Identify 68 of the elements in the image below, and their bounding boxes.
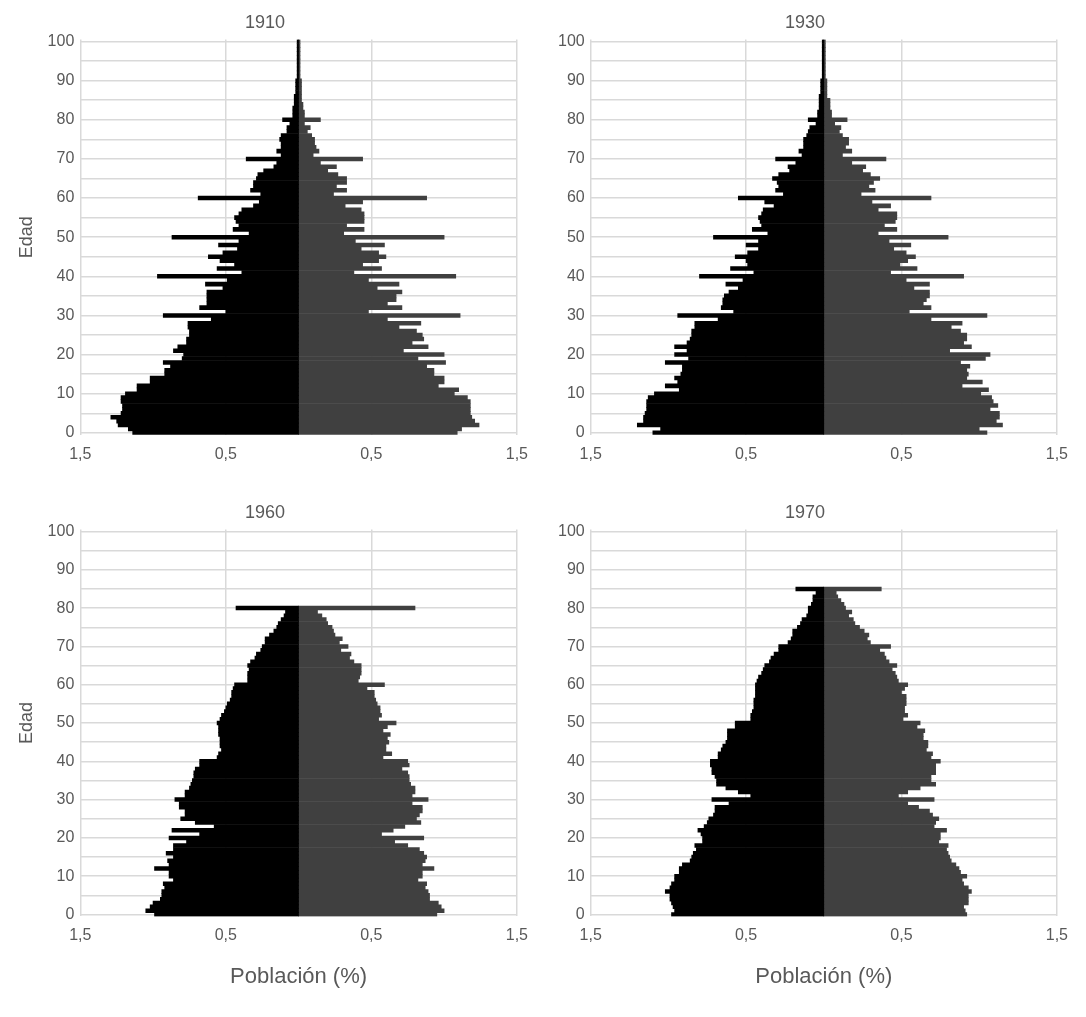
y-tick-label: 0 bbox=[575, 904, 585, 922]
y-tick-label: 70 bbox=[56, 149, 75, 167]
y-tick-label: 60 bbox=[56, 188, 75, 206]
y-tick-label: 50 bbox=[56, 227, 75, 245]
y-tick-label: 40 bbox=[566, 751, 585, 769]
x-tick-label: 1,5 bbox=[69, 444, 92, 462]
y-tick-label: 10 bbox=[56, 866, 75, 884]
x-tick-label: 1,5 bbox=[579, 444, 602, 462]
y-axis-title: Edad bbox=[15, 701, 36, 745]
x-tick-label: 0,5 bbox=[360, 926, 383, 944]
y-tick-label: 50 bbox=[566, 713, 585, 731]
y-tick-label: 80 bbox=[56, 110, 75, 128]
x-tick-label: 0,5 bbox=[890, 926, 913, 944]
x-tick-label: 1,5 bbox=[505, 926, 529, 944]
y-tick-label: 80 bbox=[566, 110, 585, 128]
y-tick-label: 20 bbox=[56, 344, 75, 362]
y-tick-label: 100 bbox=[47, 31, 75, 49]
y-tick-label: 40 bbox=[56, 266, 75, 284]
y-tick-label: 60 bbox=[566, 188, 585, 206]
chart-title: 1960 bbox=[244, 501, 286, 522]
y-tick-label: 60 bbox=[56, 675, 75, 693]
y-tick-label: 70 bbox=[566, 636, 585, 654]
y-tick-label: 30 bbox=[56, 790, 75, 807]
y-tick-label: 50 bbox=[566, 227, 585, 245]
x-tick-label: 0,5 bbox=[214, 444, 238, 462]
y-tick-label: 80 bbox=[56, 598, 75, 616]
y-tick-label: 70 bbox=[566, 149, 585, 167]
y-tick-label: 20 bbox=[566, 344, 585, 362]
chart-title: 1930 bbox=[784, 11, 826, 32]
x-tick-label: 0,5 bbox=[214, 926, 238, 944]
x-tick-label: 1,5 bbox=[1045, 926, 1069, 944]
y-tick-label: 30 bbox=[56, 305, 75, 323]
chart-title: 1970 bbox=[784, 501, 826, 522]
y-tick-label: 90 bbox=[566, 71, 585, 89]
y-tick-label: 20 bbox=[566, 828, 585, 846]
x-tick-label: 0,5 bbox=[890, 444, 913, 462]
x-tick-label: 1,5 bbox=[69, 926, 92, 944]
y-tick-label: 30 bbox=[566, 790, 585, 807]
y-tick-label: 100 bbox=[47, 521, 75, 539]
y-tick-label: 0 bbox=[65, 423, 75, 441]
y-tick-label: 20 bbox=[56, 828, 75, 846]
y-tick-label: 90 bbox=[566, 560, 585, 578]
y-tick-label: 30 bbox=[566, 305, 585, 323]
y-tick-label: 10 bbox=[566, 384, 585, 402]
y-tick-label: 100 bbox=[557, 521, 585, 539]
x-axis-title: Población (%) bbox=[755, 962, 893, 988]
x-tick-label: 0,5 bbox=[734, 926, 758, 944]
y-tick-label: 10 bbox=[566, 866, 585, 884]
y-tick-label: 90 bbox=[56, 71, 75, 89]
y-tick-label: 40 bbox=[56, 751, 75, 769]
y-tick-label: 10 bbox=[56, 384, 75, 402]
x-tick-label: 1,5 bbox=[579, 926, 602, 944]
x-tick-label: 1,5 bbox=[505, 444, 529, 462]
y-tick-label: 80 bbox=[566, 598, 585, 616]
y-tick-label: 60 bbox=[566, 675, 585, 693]
x-axis-title: Población (%) bbox=[230, 962, 368, 988]
y-tick-label: 90 bbox=[56, 560, 75, 578]
x-tick-label: 0,5 bbox=[360, 444, 383, 462]
y-tick-label: 40 bbox=[566, 266, 585, 284]
y-tick-label: 70 bbox=[56, 636, 75, 654]
y-tick-label: 0 bbox=[65, 904, 75, 922]
y-tick-label: 50 bbox=[56, 713, 75, 731]
x-tick-label: 1,5 bbox=[1045, 444, 1069, 462]
x-tick-label: 0,5 bbox=[734, 444, 758, 462]
y-tick-label: 0 bbox=[575, 423, 585, 441]
chart-title: 1910 bbox=[244, 11, 286, 32]
y-axis-title: Edad bbox=[15, 216, 36, 259]
y-tick-label: 100 bbox=[557, 31, 585, 49]
